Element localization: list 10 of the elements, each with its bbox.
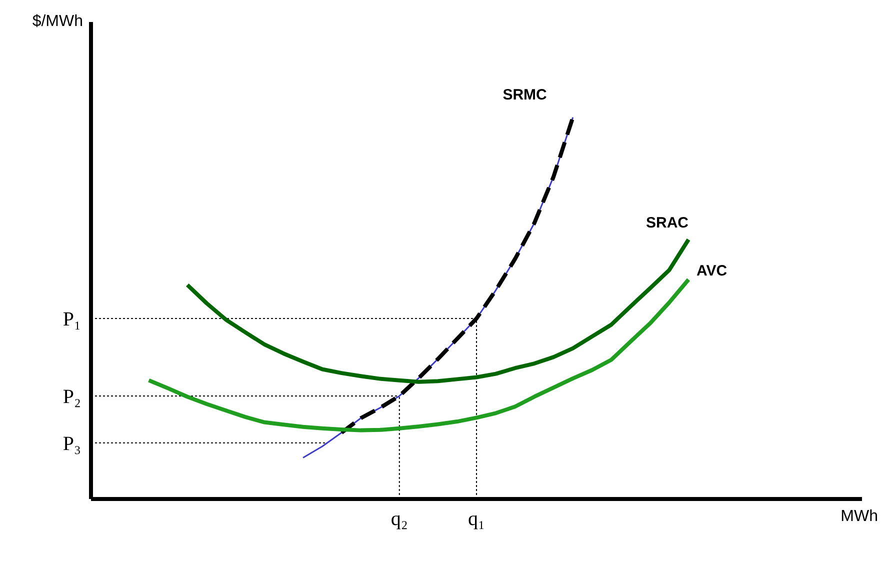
x-tick-label: q₂ bbox=[390, 508, 408, 530]
ref-line-label: P₁ bbox=[62, 308, 81, 331]
series-label: AVC bbox=[696, 262, 728, 280]
series-label: SRAC bbox=[646, 214, 689, 232]
ref-line-label: P₂ bbox=[62, 386, 81, 408]
series-label: SRMC bbox=[502, 86, 548, 104]
text: $/MWh bbox=[32, 13, 83, 30]
x-axis-title: MWh bbox=[840, 508, 878, 525]
x-tick-label: q₁ bbox=[468, 508, 485, 530]
ref-line-label: P₃ bbox=[62, 432, 81, 455]
